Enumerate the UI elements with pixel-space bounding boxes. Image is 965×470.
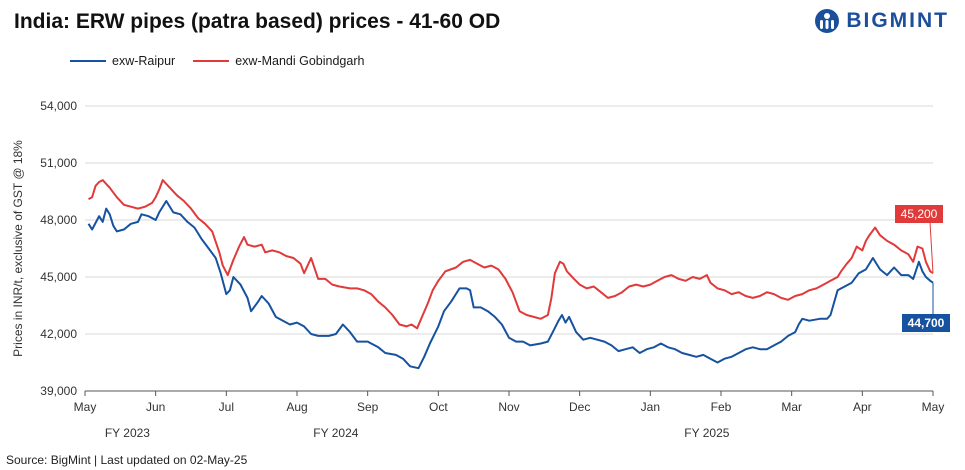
- y-tick-label: 54,000: [40, 99, 77, 113]
- y-tick-label: 45,000: [40, 270, 77, 284]
- x-tick-label: Mar: [781, 400, 802, 414]
- legend-label-raipur: exw-Raipur: [112, 54, 176, 68]
- legend-item-mandi: exw-Mandi Gobindgarh: [193, 54, 364, 68]
- legend-item-raipur: exw-Raipur: [70, 54, 175, 68]
- x-tick-label: Jun: [146, 400, 165, 414]
- bigmint-logo-icon: [815, 9, 840, 33]
- y-tick-label: 51,000: [40, 156, 77, 170]
- y-tick-label: 48,000: [40, 213, 77, 227]
- brand-logo: BIGMINT: [814, 6, 949, 36]
- x-tick-label: Oct: [429, 400, 448, 414]
- fiscal-year-label: FY 2023: [105, 426, 150, 440]
- end-label-raipur: 44,700: [908, 316, 945, 330]
- series-line-raipur: [87, 200, 934, 370]
- legend-label-mandi: exw-Mandi Gobindgarh: [235, 54, 365, 68]
- legend-swatch-raipur: [70, 60, 106, 62]
- x-tick-label: Aug: [286, 400, 307, 414]
- fiscal-year-label: FY 2024: [313, 426, 358, 440]
- x-tick-label: Sep: [357, 400, 379, 414]
- x-tick-label: Apr: [853, 400, 872, 414]
- end-label-leader-mandi: [929, 221, 934, 274]
- chart-title: India: ERW pipes (patra based) prices - …: [14, 10, 501, 33]
- chart-legend: exw-Raipur exw-Mandi Gobindgarh: [70, 54, 364, 68]
- x-tick-label: Feb: [711, 400, 732, 414]
- x-tick-label: May: [74, 400, 97, 414]
- end-label-mandi: 45,200: [901, 207, 938, 221]
- source-note: Source: BigMint | Last updated on 02-May…: [6, 453, 248, 467]
- x-tick-label: Nov: [498, 400, 519, 414]
- y-axis-label: Prices in INR/t, exclusive of GST @ 18%: [11, 140, 25, 357]
- y-tick-label: 39,000: [40, 384, 77, 398]
- x-tick-label: Jul: [219, 400, 234, 414]
- x-tick-label: May: [922, 400, 945, 414]
- y-tick-label: 42,000: [40, 327, 77, 341]
- x-tick-label: Jan: [641, 400, 660, 414]
- x-tick-label: Dec: [569, 400, 590, 414]
- legend-swatch-mandi: [193, 60, 230, 62]
- end-label-box-mandi: [895, 205, 943, 223]
- fiscal-year-label: FY 2025: [684, 426, 729, 440]
- end-label-box-raipur: [902, 314, 950, 332]
- brand-name: BIGMINT: [846, 9, 949, 32]
- series-line-mandi: [88, 179, 934, 330]
